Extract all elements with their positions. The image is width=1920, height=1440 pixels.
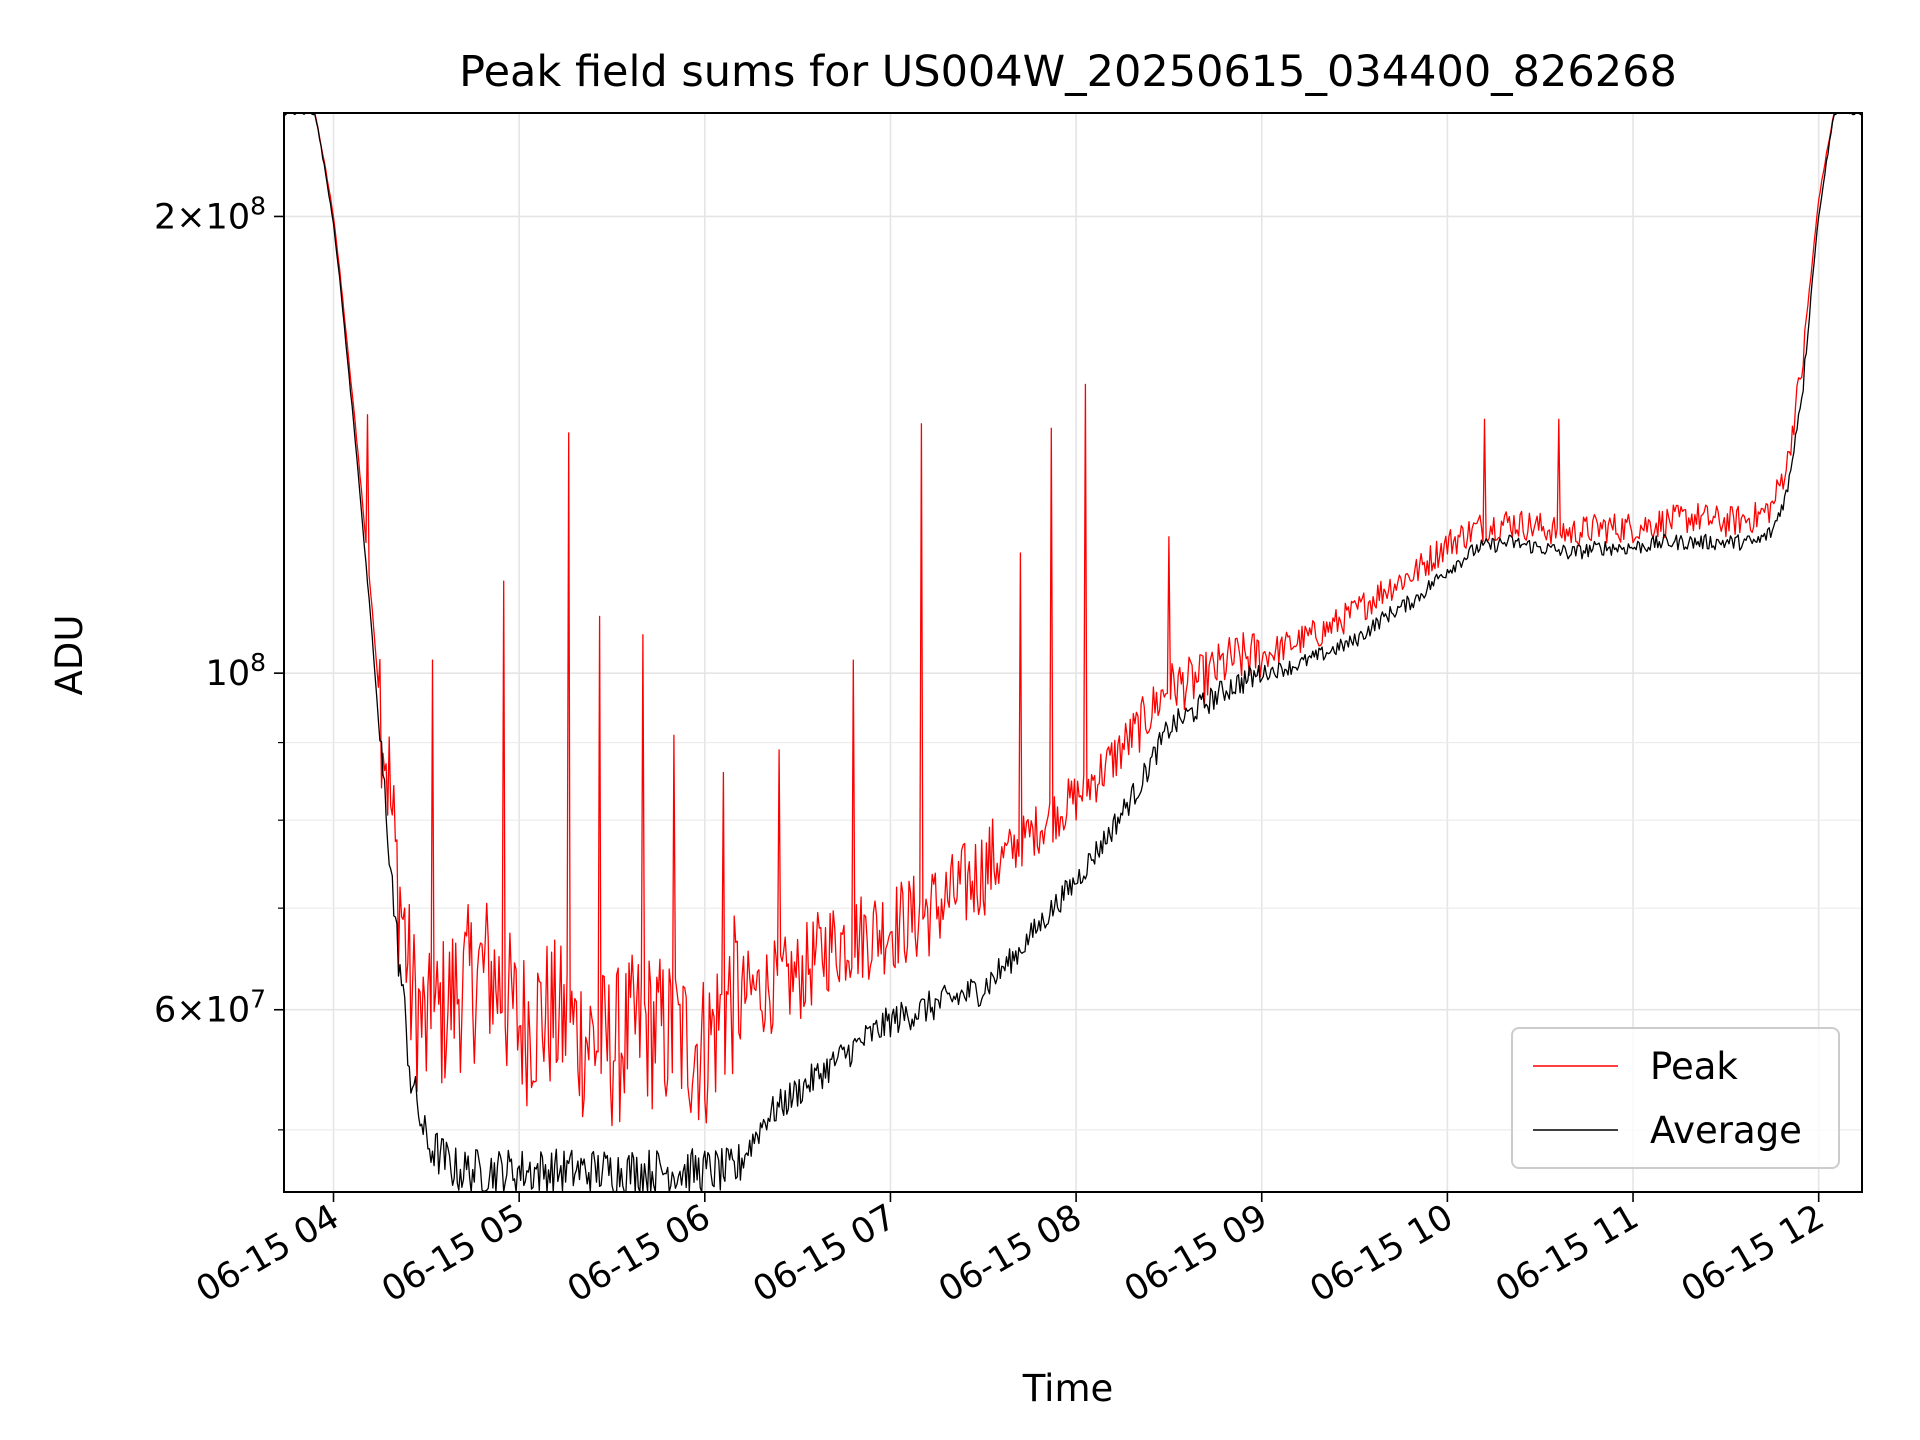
chart-title: Peak field sums for US004W_20250615_0344… [459,47,1677,97]
y-axis: 2×108 108 6×107 [154,191,284,1131]
y-tick-label: 6×107 [154,985,266,1031]
y-tick-label: 2×108 [154,191,266,237]
y-tick-exponent: 8 [250,648,266,677]
legend-peak-label: Peak [1650,1045,1738,1088]
grid [284,113,1862,1192]
plot-frame [283,112,1863,1193]
y-tick-label: 108 [206,648,266,694]
legend-average-label: Average [1650,1109,1802,1152]
y-tick-exponent: 7 [250,985,266,1014]
y-tick-exponent: 8 [250,191,266,220]
y-axis-label: ADU [48,615,91,696]
y-tick-mantissa: 6 [154,991,176,1031]
legend-box [1511,1027,1840,1169]
series-line-peak [283,112,1863,1127]
x-axis-label: Time [1022,1367,1114,1410]
legend: Peak Average [1511,1027,1840,1169]
y-tick-mantissa: 2 [154,197,176,237]
